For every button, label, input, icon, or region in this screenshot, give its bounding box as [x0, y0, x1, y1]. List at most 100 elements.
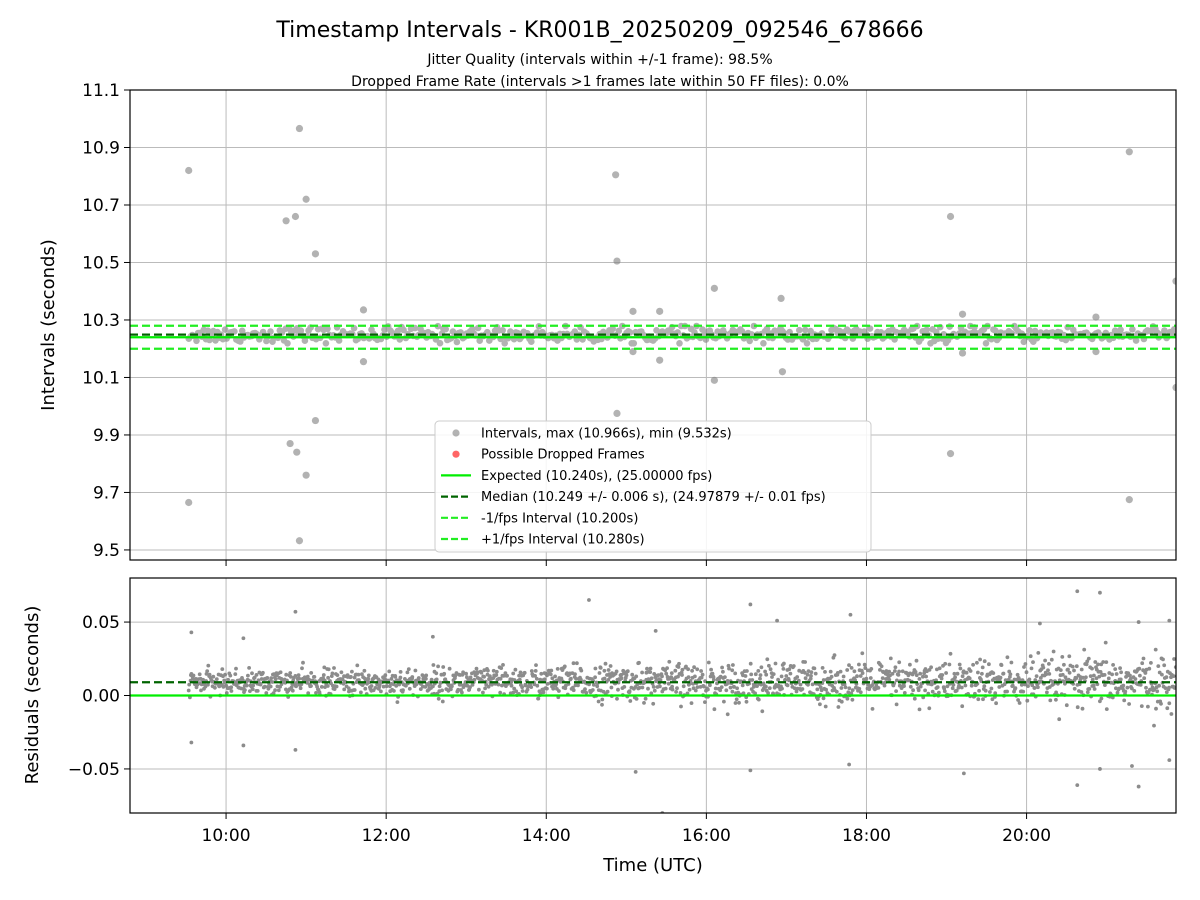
legend: Intervals, max (10.966s), min (9.532s) Po… [434, 420, 872, 553]
interval-point [1165, 706, 1170, 711]
interval-point [743, 674, 748, 678]
interval-point [1153, 647, 1158, 652]
interval-point [187, 682, 192, 687]
interval-point [356, 672, 361, 677]
outlier-point [282, 217, 290, 225]
interval-point [1118, 666, 1122, 670]
legend-label: Expected (10.240s), (25.00000 fps) [481, 469, 712, 484]
legend-item: Median (10.249 +/- 0.006 s), (24.97879 +… [441, 490, 826, 505]
interval-point [964, 670, 969, 675]
interval-point [460, 690, 464, 695]
interval-point [1121, 683, 1126, 688]
x-axis-label: Time (UTC) [602, 855, 703, 876]
interval-point [1142, 676, 1147, 681]
interval-point [312, 675, 317, 679]
interval-point [533, 669, 538, 673]
interval-point [803, 660, 807, 664]
interval-point [600, 702, 604, 707]
interval-point [305, 674, 310, 679]
interval-point [818, 702, 822, 707]
legend-label: -1/fps Interval (10.200s) [481, 511, 638, 526]
interval-point [820, 666, 825, 670]
x-tick-label: 10:00 [202, 826, 251, 846]
interval-point [1058, 668, 1063, 672]
bottom-y-axis-label: Residuals (seconds) [22, 606, 43, 785]
interval-point [1171, 674, 1176, 678]
interval-point [472, 677, 477, 682]
interval-point [797, 668, 802, 673]
outlier-point [958, 310, 967, 318]
interval-point [878, 668, 882, 672]
interval-point [637, 660, 641, 665]
interval-point [214, 677, 219, 681]
interval-point [1147, 666, 1152, 671]
interval-point [1063, 675, 1068, 680]
outlier-points [189, 589, 1172, 813]
interval-point [821, 678, 826, 682]
interval-point [960, 674, 965, 679]
interval-point [674, 690, 678, 694]
interval-point [334, 684, 339, 689]
interval-point [273, 688, 277, 693]
interval-point [730, 668, 735, 673]
interval-point [753, 672, 758, 677]
interval-point [468, 675, 473, 680]
outlier-point [656, 307, 664, 315]
interval-point [860, 671, 865, 675]
interval-point [900, 669, 905, 674]
interval-point [1027, 677, 1032, 682]
interval-point [649, 676, 654, 681]
interval-point [1060, 655, 1065, 659]
interval-point [764, 684, 768, 689]
interval-point [992, 327, 999, 334]
interval-point [357, 678, 361, 682]
interval-point [398, 670, 403, 674]
interval-point [1026, 684, 1030, 688]
interval-point [436, 696, 441, 701]
interval-point [860, 651, 865, 656]
interval-point [434, 671, 439, 676]
interval-point [529, 685, 534, 689]
interval-point [1005, 655, 1010, 660]
interval-point [1097, 674, 1102, 679]
interval-point [895, 678, 899, 683]
interval-point [987, 662, 991, 667]
interval-point [442, 671, 447, 676]
interval-point [326, 675, 330, 680]
interval-point [750, 322, 758, 330]
interval-point [675, 686, 679, 691]
interval-point [1091, 683, 1096, 688]
axes-frame [129, 89, 1177, 561]
x-tick-label: 16:00 [682, 826, 731, 846]
interval-point [977, 688, 981, 693]
interval-point [817, 682, 821, 687]
interval-point [271, 691, 276, 696]
interval-point [1081, 675, 1085, 680]
interval-point [782, 661, 786, 666]
interval-point [658, 678, 663, 682]
interval-point [951, 683, 956, 687]
interval-point [784, 674, 789, 678]
interval-point [346, 686, 351, 691]
interval-point [583, 687, 587, 692]
interval-point [711, 675, 716, 680]
legend-label: Median (10.249 +/- 0.006 s), (24.97879 +… [481, 490, 826, 505]
interval-point [686, 667, 690, 672]
interval-point [803, 670, 807, 675]
interval-point [770, 675, 774, 679]
interval-point [363, 686, 368, 691]
interval-point [609, 685, 614, 690]
interval-point [220, 667, 225, 671]
interval-point [234, 666, 238, 671]
interval-point [397, 682, 402, 687]
interval-point [609, 325, 616, 333]
interval-point [534, 676, 539, 681]
interval-point [614, 669, 619, 674]
interval-point [968, 669, 973, 673]
interval-point [557, 689, 561, 693]
interval-point [499, 327, 507, 334]
interval-point [486, 684, 491, 689]
interval-point [254, 673, 259, 677]
interval-point [863, 666, 868, 670]
interval-point [745, 669, 749, 673]
